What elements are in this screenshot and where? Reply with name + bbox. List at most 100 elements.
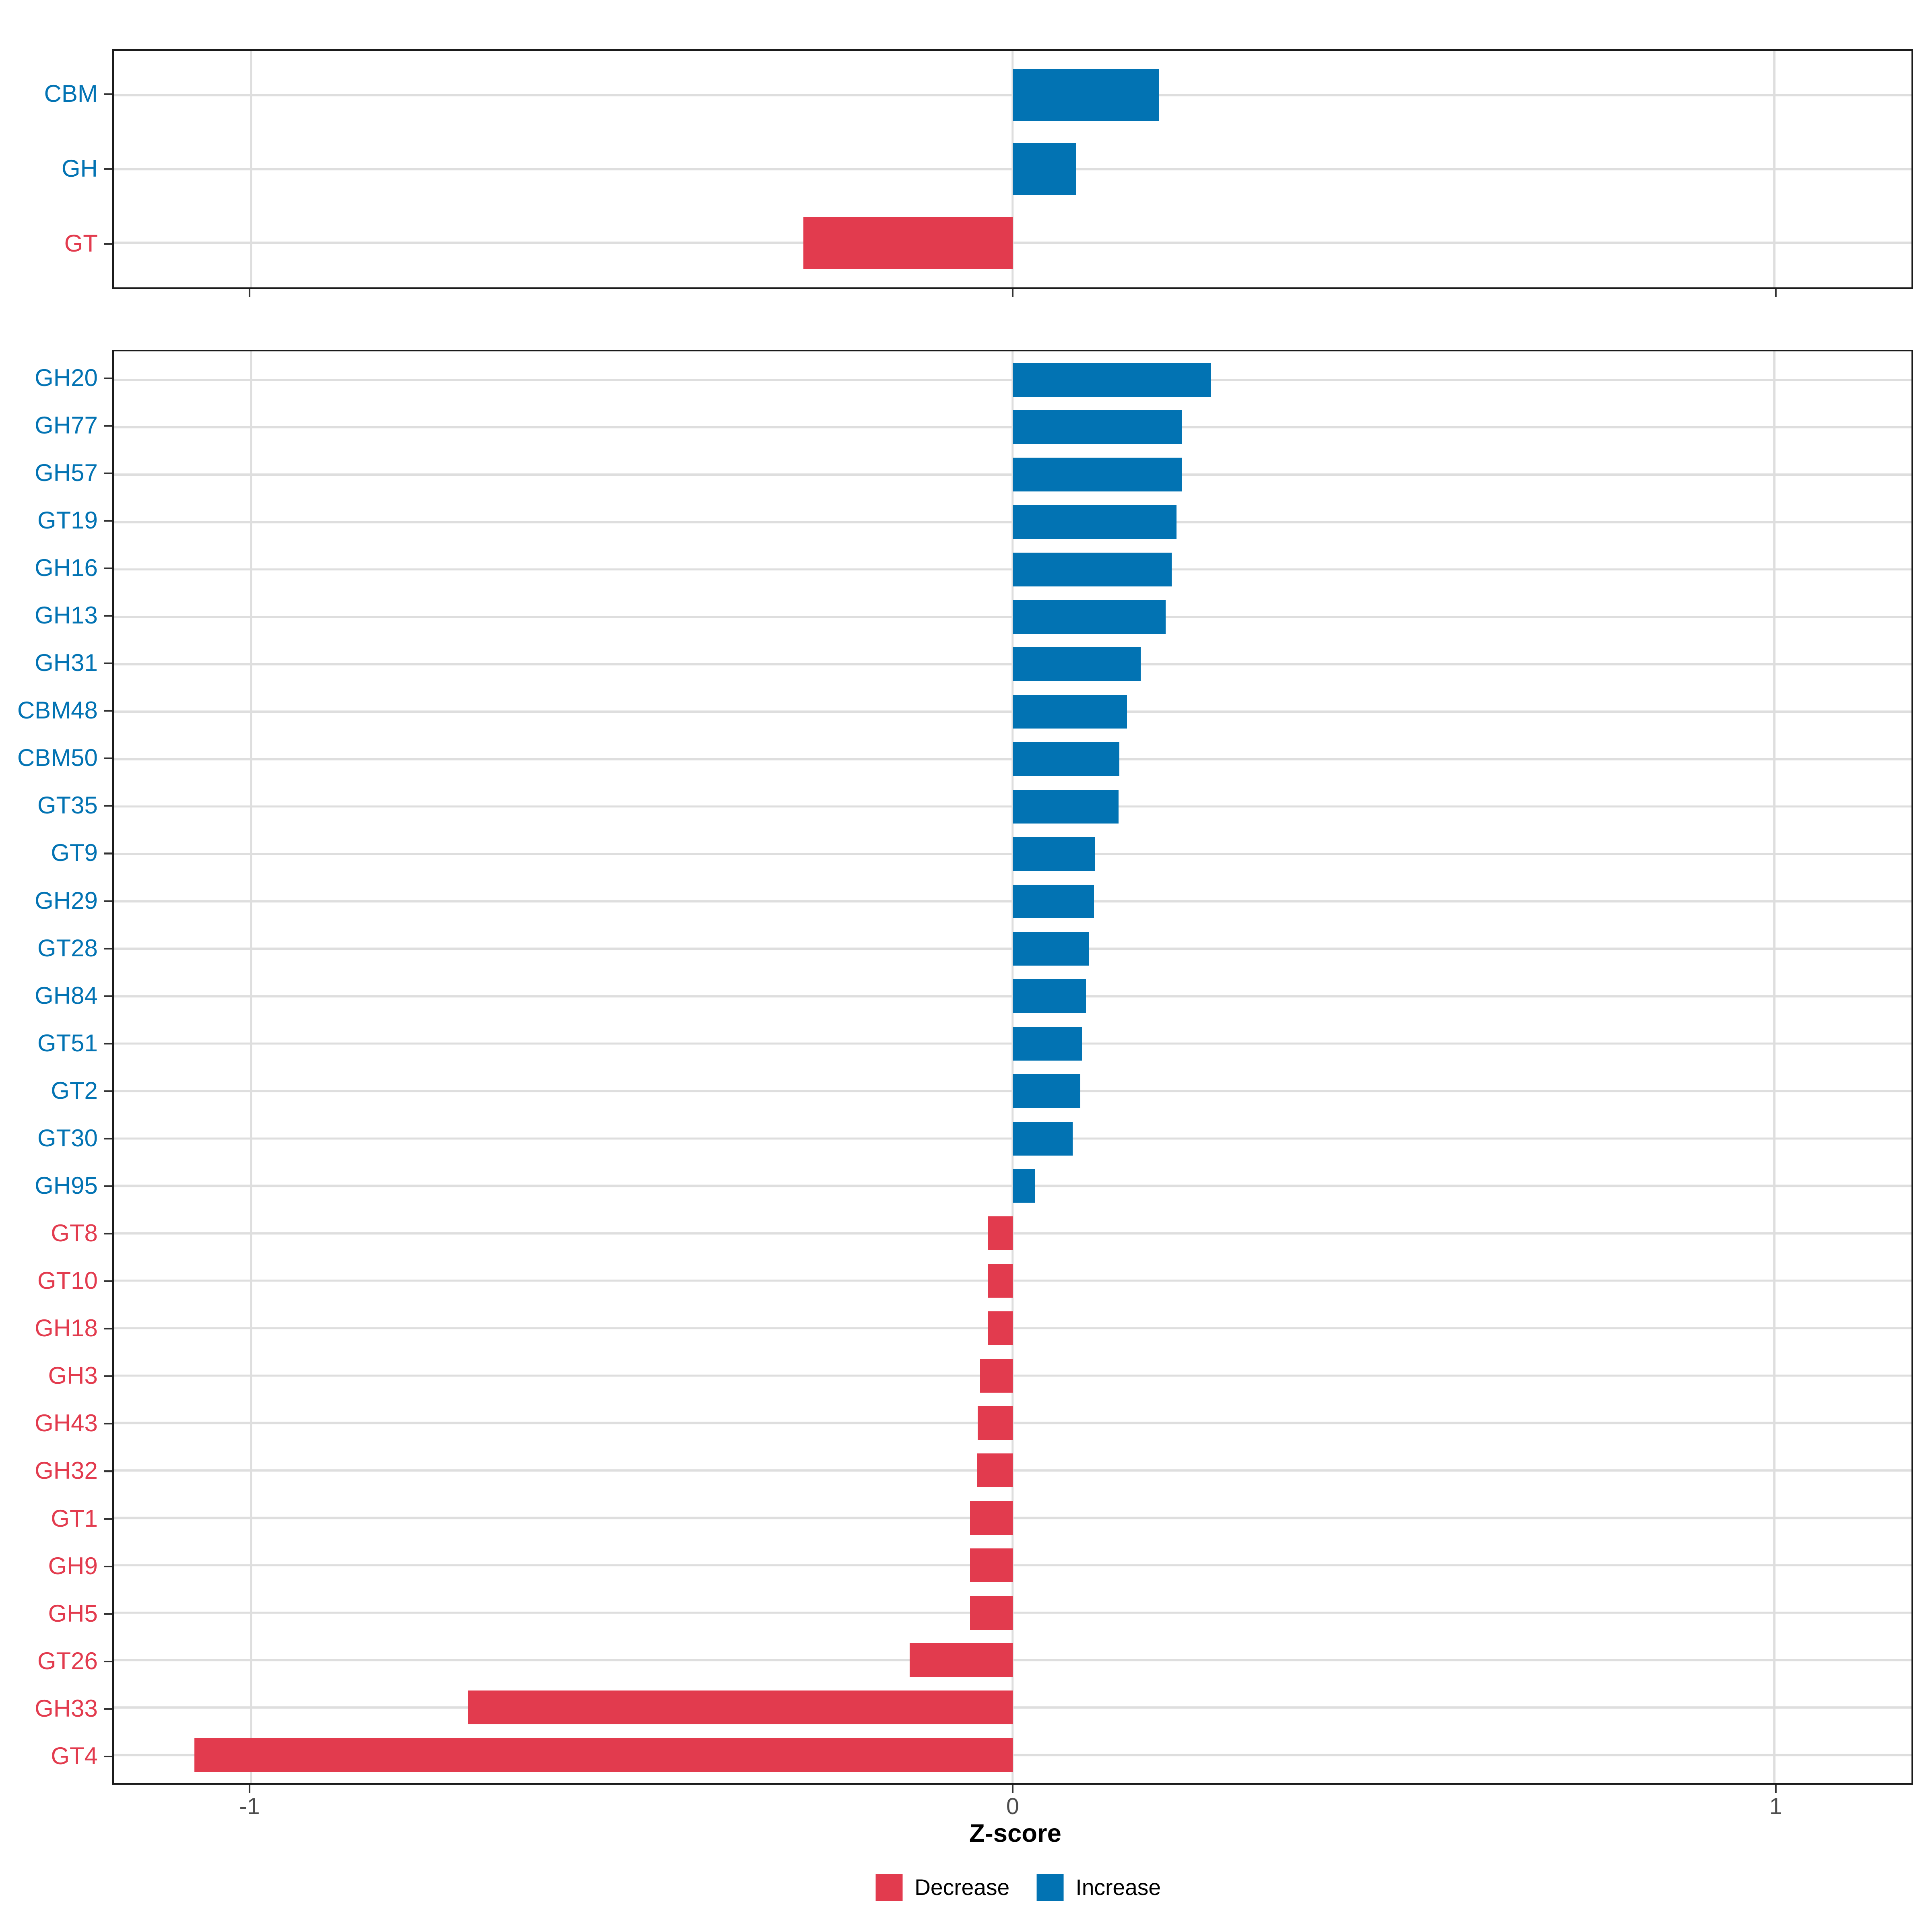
horizontal-gridline (114, 1517, 1911, 1519)
horizontal-gridline (114, 1754, 1911, 1756)
legend-label-increase: Increase (1075, 1874, 1161, 1900)
ytick-label-GH9: GH9 (48, 1552, 98, 1579)
horizontal-gridline (114, 1280, 1911, 1282)
y-tick-mark (104, 567, 112, 570)
ytick-label-GT9: GT9 (51, 839, 98, 867)
bar-GH77 (1012, 410, 1182, 444)
ytick-label-GT10: GT10 (37, 1267, 98, 1294)
ytick-label-GT30: GT30 (37, 1124, 98, 1152)
horizontal-gridline (114, 1374, 1911, 1377)
y-tick-mark (104, 1042, 112, 1044)
panel-cazyme-classes (112, 49, 1913, 289)
bar-GH29 (1012, 884, 1094, 919)
y-tick-mark (104, 1708, 112, 1710)
bar-GH18 (988, 1311, 1013, 1345)
ytick-label-GH57: GH57 (35, 459, 98, 486)
ytick-label-CBM50: CBM50 (17, 744, 98, 772)
bar-GH9 (970, 1548, 1013, 1582)
ytick-label-GH3: GH3 (48, 1362, 98, 1389)
bar-GH (1012, 143, 1076, 195)
legend-swatch-decrease (875, 1874, 903, 1901)
y-tick-mark (104, 1470, 112, 1472)
y-tick-mark (104, 615, 112, 617)
y-tick-mark (104, 243, 112, 245)
horizontal-gridline (114, 1564, 1911, 1567)
x-tick-mark (249, 289, 251, 297)
legend-label-decrease: Decrease (914, 1874, 1010, 1900)
x-tick-label-zero: 0 (1006, 1794, 1019, 1820)
bar-GT10 (988, 1263, 1013, 1298)
ytick-label-GT4: GT4 (51, 1742, 98, 1769)
y-tick-mark (104, 947, 112, 949)
bar-GH57 (1012, 458, 1182, 492)
bar-GH33 (468, 1690, 1013, 1725)
bar-CBM50 (1012, 742, 1119, 776)
horizontal-gridline (114, 1232, 1911, 1234)
ytick-label-CBM48: CBM48 (17, 697, 98, 724)
vertical-gridline (250, 351, 252, 1783)
y-tick-mark (104, 1660, 112, 1662)
bar-GT28 (1012, 932, 1089, 966)
legend-item-decrease: Decrease (875, 1874, 1009, 1901)
y-tick-mark (104, 168, 112, 170)
bar-GH31 (1012, 647, 1141, 681)
bar-GT26 (910, 1643, 1013, 1677)
bar-GT (803, 217, 1013, 269)
bar-GT35 (1012, 789, 1119, 824)
y-tick-mark (104, 1518, 112, 1520)
ytick-label-GH29: GH29 (35, 887, 98, 914)
ytick-label-GH43: GH43 (35, 1410, 98, 1437)
horizontal-gridline (114, 1706, 1911, 1709)
y-tick-mark (104, 900, 112, 902)
bar-GH43 (977, 1406, 1013, 1440)
bar-GH84 (1012, 979, 1086, 1013)
bar-GT9 (1012, 837, 1095, 871)
x-tick-mark (1011, 1784, 1013, 1793)
x-tick-mark (1011, 289, 1013, 297)
ytick-label-GH: GH (61, 155, 98, 182)
y-tick-mark (104, 1423, 112, 1425)
bar-GH3 (980, 1358, 1013, 1393)
ytick-label-GH16: GH16 (35, 554, 98, 581)
ytick-label-GT2: GT2 (51, 1077, 98, 1104)
bar-GH5 (970, 1596, 1013, 1630)
ytick-label-GH31: GH31 (35, 649, 98, 676)
x-tick-label-one: 1 (1769, 1794, 1782, 1820)
y-tick-mark (104, 93, 112, 95)
y-tick-mark (104, 520, 112, 522)
ytick-label-GT8: GT8 (51, 1219, 98, 1247)
ytick-label-GH20: GH20 (35, 364, 98, 391)
horizontal-gridline (114, 1611, 1911, 1614)
ytick-label-GH13: GH13 (35, 601, 98, 629)
ytick-label-GT35: GT35 (37, 792, 98, 819)
ytick-label-GH77: GH77 (35, 411, 98, 439)
ytick-label-GT: GT (64, 229, 98, 257)
y-tick-mark (104, 995, 112, 997)
horizontal-gridline (114, 1327, 1911, 1329)
bar-GT51 (1012, 1026, 1082, 1061)
vertical-gridline (1773, 351, 1776, 1783)
panel-cazyme-families (112, 349, 1913, 1785)
y-tick-mark (104, 1090, 112, 1092)
bar-GT4 (194, 1738, 1013, 1772)
ytick-label-GT1: GT1 (51, 1505, 98, 1532)
bar-GH16 (1012, 552, 1172, 586)
ytick-label-GH5: GH5 (48, 1600, 98, 1627)
ytick-label-GH84: GH84 (35, 982, 98, 1009)
x-tick-mark (249, 1784, 251, 1793)
y-tick-mark (104, 1613, 112, 1615)
y-tick-mark (104, 805, 112, 807)
y-tick-mark (104, 758, 112, 760)
y-tick-mark (104, 1565, 112, 1567)
ytick-label-GH18: GH18 (35, 1315, 98, 1342)
y-tick-mark (104, 710, 112, 712)
vertical-gridline (1011, 351, 1014, 1783)
horizontal-gridline (114, 1659, 1911, 1662)
horizontal-gridline (114, 1469, 1911, 1472)
x-axis-title: Z-score (969, 1819, 1061, 1847)
bar-CBM48 (1012, 695, 1127, 729)
y-tick-mark (104, 852, 112, 855)
y-tick-mark (104, 1185, 112, 1187)
bar-GT19 (1012, 505, 1177, 539)
legend-swatch-increase (1036, 1874, 1064, 1901)
